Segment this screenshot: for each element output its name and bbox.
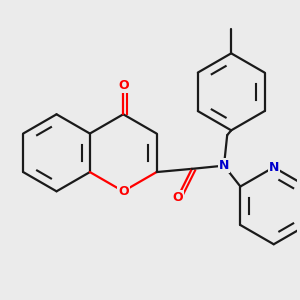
Text: O: O bbox=[118, 185, 128, 198]
Text: O: O bbox=[172, 191, 183, 204]
Text: O: O bbox=[118, 79, 128, 92]
Text: N: N bbox=[219, 159, 229, 172]
Text: N: N bbox=[268, 161, 279, 174]
